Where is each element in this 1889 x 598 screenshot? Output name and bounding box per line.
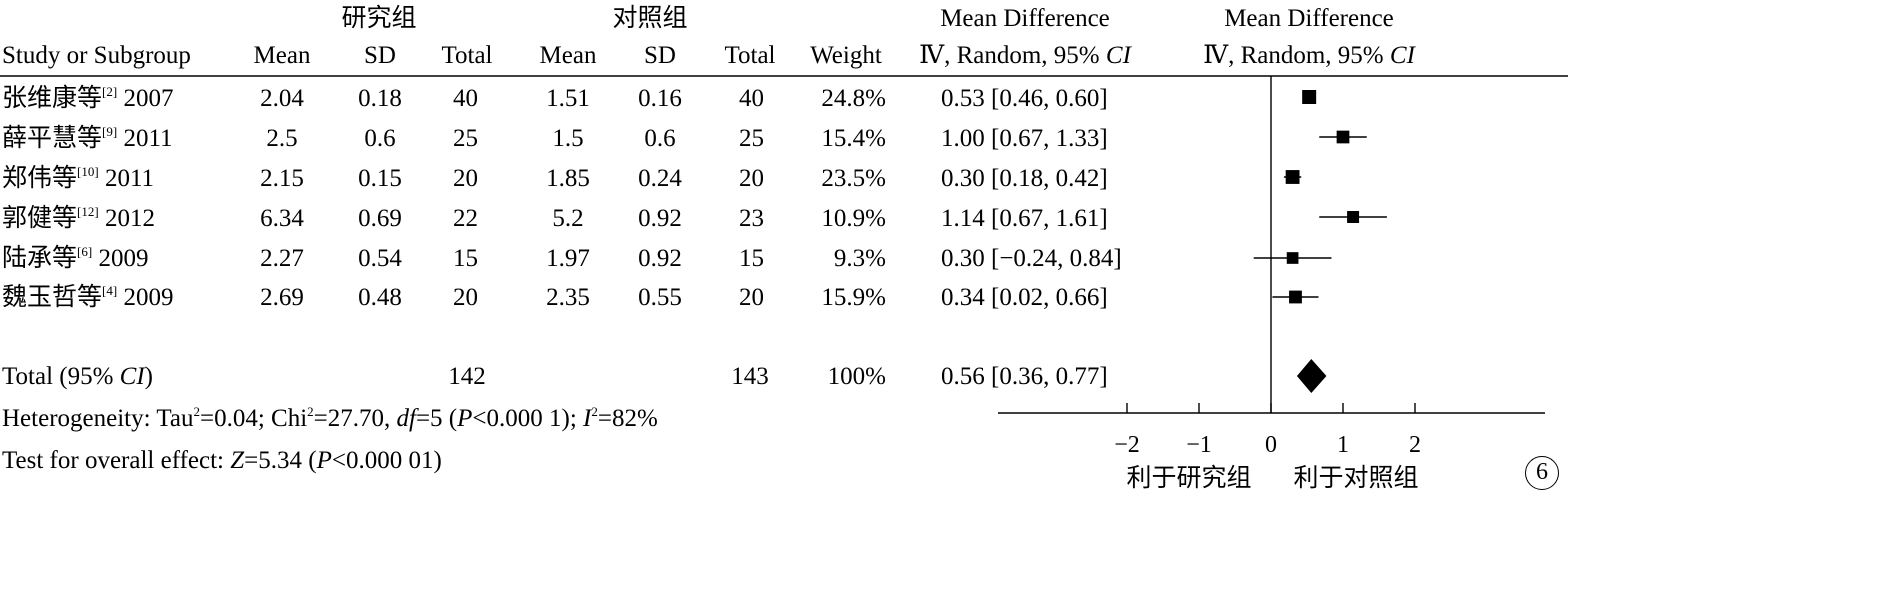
n1-cell: 20 [453, 284, 478, 311]
plot-title: Mean Difference [1224, 5, 1394, 32]
overall-effect-text: Test for overall effect: Z=5.34 (P<0.000… [2, 447, 442, 474]
sd2-cell: 0.6 [644, 125, 676, 152]
col-md-method: Ⅳ, Random, 95% CI [919, 42, 1131, 69]
n2-cell: 20 [739, 165, 764, 192]
md-cell: 0.53 [0.46, 0.60] [941, 85, 1108, 112]
mean1-cell: 6.34 [260, 205, 304, 232]
md-cell: 0.34 [0.02, 0.66] [941, 284, 1108, 311]
sd1-cell: 0.54 [358, 245, 402, 272]
md-cell: 1.00 [0.67, 1.33] [941, 125, 1108, 152]
col-mean1: Mean [253, 42, 311, 69]
md-title: Mean Difference [940, 5, 1110, 32]
total-weight: 100% [827, 363, 886, 390]
plot-method: Ⅳ, Random, 95% CI [1203, 42, 1415, 69]
pooled-diamond [1296, 359, 1327, 393]
sd1-cell: 0.6 [364, 125, 396, 152]
n1-cell: 15 [453, 245, 478, 272]
col-mean2: Mean [539, 42, 597, 69]
figure-number-badge: 6 [1525, 456, 1559, 490]
md-cell: 0.30 [0.18, 0.42] [941, 165, 1108, 192]
n2-cell: 15 [739, 245, 764, 272]
study-name: 张维康等[2] 2007 [2, 84, 174, 112]
md-cell: 1.14 [0.67, 1.61] [941, 205, 1108, 232]
n2-cell: 20 [739, 284, 764, 311]
col-total2: Total [724, 42, 776, 69]
group1-header: 研究组 [341, 5, 417, 32]
mean2-cell: 5.2 [552, 205, 584, 232]
sd1-cell: 0.18 [358, 85, 402, 112]
study-square [1286, 252, 1299, 264]
x-tick-label: 1 [1337, 432, 1349, 458]
sd2-cell: 0.16 [638, 85, 682, 112]
study-name: 薛平慧等[9] 2011 [2, 124, 173, 152]
sd2-cell: 0.92 [638, 245, 682, 272]
mean1-cell: 2.5 [266, 125, 298, 152]
sd1-cell: 0.48 [358, 284, 402, 311]
sd2-cell: 0.55 [638, 284, 682, 311]
mean1-cell: 2.04 [260, 85, 304, 112]
total-n1: 142 [448, 363, 486, 390]
mean2-cell: 1.51 [546, 85, 590, 112]
md-cell: 0.30 [−0.24, 0.84] [941, 245, 1122, 272]
favours-left-label: 利于研究组 [1126, 465, 1252, 492]
mean1-cell: 2.69 [260, 284, 304, 311]
study-name: 魏玉哲等[4] 2009 [2, 283, 174, 311]
mean2-cell: 1.97 [546, 245, 590, 272]
weight-cell: 15.4% [821, 125, 886, 152]
n2-cell: 25 [739, 125, 764, 152]
col-weight: Weight [810, 42, 882, 69]
total-label: Total (95% CI) [2, 363, 153, 390]
weight-cell: 10.9% [821, 205, 886, 232]
total-n2: 143 [731, 363, 769, 390]
weight-cell: 23.5% [821, 165, 886, 192]
weight-cell: 15.9% [821, 284, 886, 311]
x-tick-label: 2 [1409, 432, 1421, 458]
mean2-cell: 1.85 [546, 165, 590, 192]
study-name: 郑伟等[10] 2011 [2, 164, 155, 192]
weight-cell: 24.8% [821, 85, 886, 112]
study-square [1285, 170, 1300, 184]
n1-cell: 25 [453, 125, 478, 152]
weight-cell: 9.3% [833, 245, 886, 272]
sd2-cell: 0.24 [638, 165, 682, 192]
n2-cell: 23 [739, 205, 764, 232]
sd1-cell: 0.69 [358, 205, 402, 232]
col-study: Study or Subgroup [2, 42, 191, 69]
total-md: 0.56 [0.36, 0.77] [941, 363, 1108, 390]
heterogeneity-text: Heterogeneity: Tau2=0.04; Chi2=27.70, df… [2, 404, 658, 432]
study-name: 郭健等[12] 2012 [2, 204, 155, 232]
mean1-cell: 2.15 [260, 165, 304, 192]
n2-cell: 40 [739, 85, 764, 112]
x-tick-label: −2 [1114, 432, 1140, 458]
study-square [1336, 130, 1350, 144]
study-square [1289, 290, 1302, 304]
col-total1: Total [441, 42, 493, 69]
study-square [1347, 211, 1360, 223]
mean2-cell: 2.35 [546, 284, 590, 311]
n1-cell: 22 [453, 205, 478, 232]
study-square [1302, 90, 1317, 104]
x-tick-label: 0 [1265, 432, 1277, 458]
col-sd2: SD [644, 42, 676, 69]
col-sd1: SD [364, 42, 396, 69]
n1-cell: 20 [453, 165, 478, 192]
x-tick-label: −1 [1186, 432, 1212, 458]
study-name: 陆承等[6] 2009 [2, 244, 149, 272]
forest-plot: −2 −1 0 1 2 [0, 75, 1568, 458]
sd2-cell: 0.92 [638, 205, 682, 232]
group2-header: 对照组 [612, 5, 688, 32]
mean1-cell: 2.27 [260, 245, 304, 272]
sd1-cell: 0.15 [358, 165, 402, 192]
mean2-cell: 1.5 [552, 125, 584, 152]
n1-cell: 40 [453, 85, 478, 112]
favours-right-label: 利于对照组 [1293, 465, 1419, 492]
